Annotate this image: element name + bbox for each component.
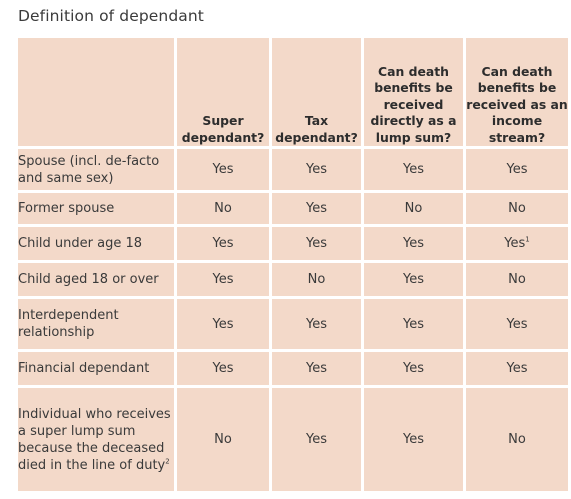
lump-sum-cell: Yes bbox=[364, 149, 463, 190]
row-label: Child under age 18 bbox=[18, 227, 174, 260]
super-dependant-cell: No bbox=[177, 388, 269, 491]
income-stream-cell: Yes bbox=[466, 149, 568, 190]
header-lump-sum: Can death benefits be received directly … bbox=[364, 38, 463, 146]
table-row: Interdependent relationship Yes Yes Yes … bbox=[18, 299, 568, 349]
lump-sum-cell: Yes bbox=[364, 388, 463, 491]
row-label: Former spouse bbox=[18, 193, 174, 224]
lump-sum-cell: Yes bbox=[364, 352, 463, 385]
header-tax-dependant: Tax dependant? bbox=[272, 38, 361, 146]
income-stream-cell: No bbox=[466, 263, 568, 296]
table-row: Spouse (incl. de-facto and same sex) Yes… bbox=[18, 149, 568, 190]
table-row: Child aged 18 or over Yes No Yes No bbox=[18, 263, 568, 296]
cell-value: Yes bbox=[504, 236, 526, 251]
header-blank-cell bbox=[18, 38, 174, 146]
lump-sum-cell: Yes bbox=[364, 263, 463, 296]
header-row: Super dependant? Tax dependant? Can deat… bbox=[18, 38, 568, 146]
dependant-table: Super dependant? Tax dependant? Can deat… bbox=[15, 35, 571, 494]
row-label: Spouse (incl. de-facto and same sex) bbox=[18, 149, 174, 190]
header-label: Tax dependant? bbox=[275, 113, 358, 145]
super-dependant-cell: Yes bbox=[177, 352, 269, 385]
income-stream-cell: No bbox=[466, 388, 568, 491]
lump-sum-cell: No bbox=[364, 193, 463, 224]
super-dependant-cell: Yes bbox=[177, 299, 269, 349]
income-stream-cell: Yes bbox=[466, 352, 568, 385]
tax-dependant-cell: Yes bbox=[272, 149, 361, 190]
super-dependant-cell: Yes bbox=[177, 263, 269, 296]
row-label: Interdependent relationship bbox=[18, 299, 174, 349]
super-dependant-cell: Yes bbox=[177, 149, 269, 190]
page-title: Definition of dependant bbox=[18, 7, 204, 25]
header-super-dependant: Super dependant? bbox=[177, 38, 269, 146]
row-label-text: Individual who receives a super lump sum… bbox=[18, 406, 171, 473]
footnote-marker: 1 bbox=[525, 235, 530, 244]
row-label: Financial dependant bbox=[18, 352, 174, 385]
lump-sum-cell: Yes bbox=[364, 227, 463, 260]
cell-value: Yes bbox=[506, 316, 528, 332]
lump-sum-cell: Yes bbox=[364, 299, 463, 349]
super-dependant-cell: No bbox=[177, 193, 269, 224]
table-row: Individual who receives a super lump sum… bbox=[18, 388, 568, 491]
table-row: Former spouse No Yes No No bbox=[18, 193, 568, 224]
cell-value: No bbox=[508, 201, 526, 216]
tax-dependant-cell: Yes bbox=[272, 352, 361, 385]
tax-dependant-cell: Yes bbox=[272, 299, 361, 349]
super-dependant-cell: Yes bbox=[177, 227, 269, 260]
row-label: Child aged 18 or over bbox=[18, 263, 174, 296]
cell-value: Yes bbox=[506, 361, 528, 376]
header-label: Can death benefits be received as an inc… bbox=[466, 63, 568, 145]
row-label: Individual who receives a super lump sum… bbox=[18, 388, 174, 491]
header-label: Can death benefits be received directly … bbox=[370, 63, 457, 145]
tax-dependant-cell: No bbox=[272, 263, 361, 296]
income-stream-cell: Yes bbox=[466, 299, 568, 349]
footnote-marker: 2 bbox=[165, 457, 170, 466]
table-row: Financial dependant Yes Yes Yes Yes bbox=[18, 352, 568, 385]
cell-value: Yes bbox=[506, 162, 528, 177]
cell-value: No bbox=[508, 272, 526, 287]
cell-value: No bbox=[508, 432, 526, 447]
header-label: Super dependant? bbox=[181, 113, 265, 145]
income-stream-cell: No bbox=[466, 193, 568, 224]
tax-dependant-cell: Yes bbox=[272, 227, 361, 260]
income-stream-cell: Yes1 bbox=[466, 227, 568, 260]
tax-dependant-cell: Yes bbox=[272, 388, 361, 491]
tax-dependant-cell: Yes bbox=[272, 193, 361, 224]
header-income-stream: Can death benefits be received as an inc… bbox=[466, 38, 568, 146]
table-row: Child under age 18 Yes Yes Yes Yes1 bbox=[18, 227, 568, 260]
